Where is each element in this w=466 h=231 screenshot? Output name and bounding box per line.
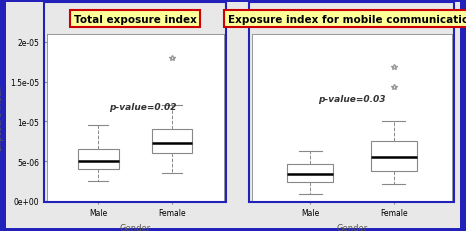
X-axis label: Gender: Gender: [119, 223, 151, 231]
Text: Exposure index for mobile communication: Exposure index for mobile communication: [227, 15, 466, 25]
Text: p-value=0.02: p-value=0.02: [110, 103, 177, 112]
PathPatch shape: [370, 141, 417, 171]
PathPatch shape: [287, 164, 333, 182]
PathPatch shape: [78, 149, 118, 169]
Text: p-value=0.03: p-value=0.03: [318, 94, 386, 103]
Y-axis label: Exposure index: Exposure index: [0, 85, 4, 150]
Text: Total exposure index: Total exposure index: [74, 15, 197, 25]
PathPatch shape: [152, 130, 192, 153]
X-axis label: Gender: Gender: [336, 223, 368, 231]
